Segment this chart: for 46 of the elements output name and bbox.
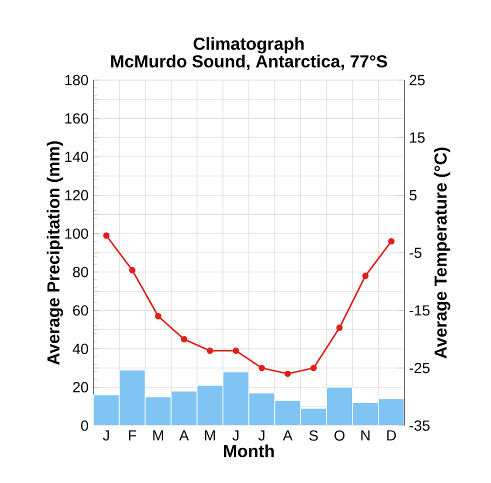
y-tick-label: 80 — [72, 266, 88, 278]
point — [206, 348, 214, 354]
x-tick-label: O — [334, 430, 345, 441]
x-tick-label: N — [361, 430, 370, 440]
y2-tick-label: 15 — [410, 132, 425, 143]
x-tick-label: J — [102, 430, 109, 441]
point — [258, 364, 265, 372]
x-tick-label: S — [309, 430, 318, 441]
x-tick-label: J — [232, 430, 238, 441]
y-tick-label: 0 — [81, 420, 88, 431]
x-tick-label: M — [153, 430, 164, 440]
point — [103, 232, 110, 239]
chart-subtitle: McMurdo Sound, Antarctica, 77°S — [111, 54, 388, 70]
point — [310, 364, 317, 372]
point — [154, 312, 162, 320]
y2-tick-label: 25 — [410, 74, 425, 86]
y2-tick-label: -35 — [410, 420, 430, 431]
point — [180, 336, 188, 342]
x-tick-label: A — [179, 430, 189, 440]
y-tick-label: 140 — [65, 152, 88, 162]
y-axis-title: Average Precipitation (mm) — [46, 141, 64, 365]
x-tick-label: J — [258, 430, 264, 441]
point — [362, 272, 369, 280]
y-tick-label: 120 — [65, 190, 88, 200]
point — [336, 324, 343, 331]
point — [388, 238, 395, 245]
y2-axis-title: Average Temperature (°C) — [434, 148, 450, 359]
y2-tick-label: -25 — [410, 362, 430, 374]
chart-title: Climatograph — [194, 37, 304, 54]
x-tick-label: A — [282, 430, 293, 440]
y2-tick-label: -5 — [410, 248, 422, 258]
y2-tick-label: 5 — [410, 190, 417, 200]
y2-tick-label: -15 — [410, 305, 430, 316]
x-tick-label: F — [128, 430, 136, 440]
y-tick-label: 160 — [65, 113, 88, 124]
y-tick-label: 20 — [73, 382, 88, 392]
x-axis-title: Month — [224, 444, 274, 458]
y-tick-label: 180 — [65, 74, 88, 86]
point — [129, 266, 136, 274]
x-tick-label: M — [205, 430, 215, 440]
y-tick-label: 60 — [73, 305, 88, 316]
point — [284, 370, 291, 377]
y-tick-label: 40 — [72, 344, 88, 354]
x-tick-label: D — [387, 430, 396, 440]
y-tick-label: 100 — [65, 228, 88, 239]
point — [232, 348, 240, 354]
